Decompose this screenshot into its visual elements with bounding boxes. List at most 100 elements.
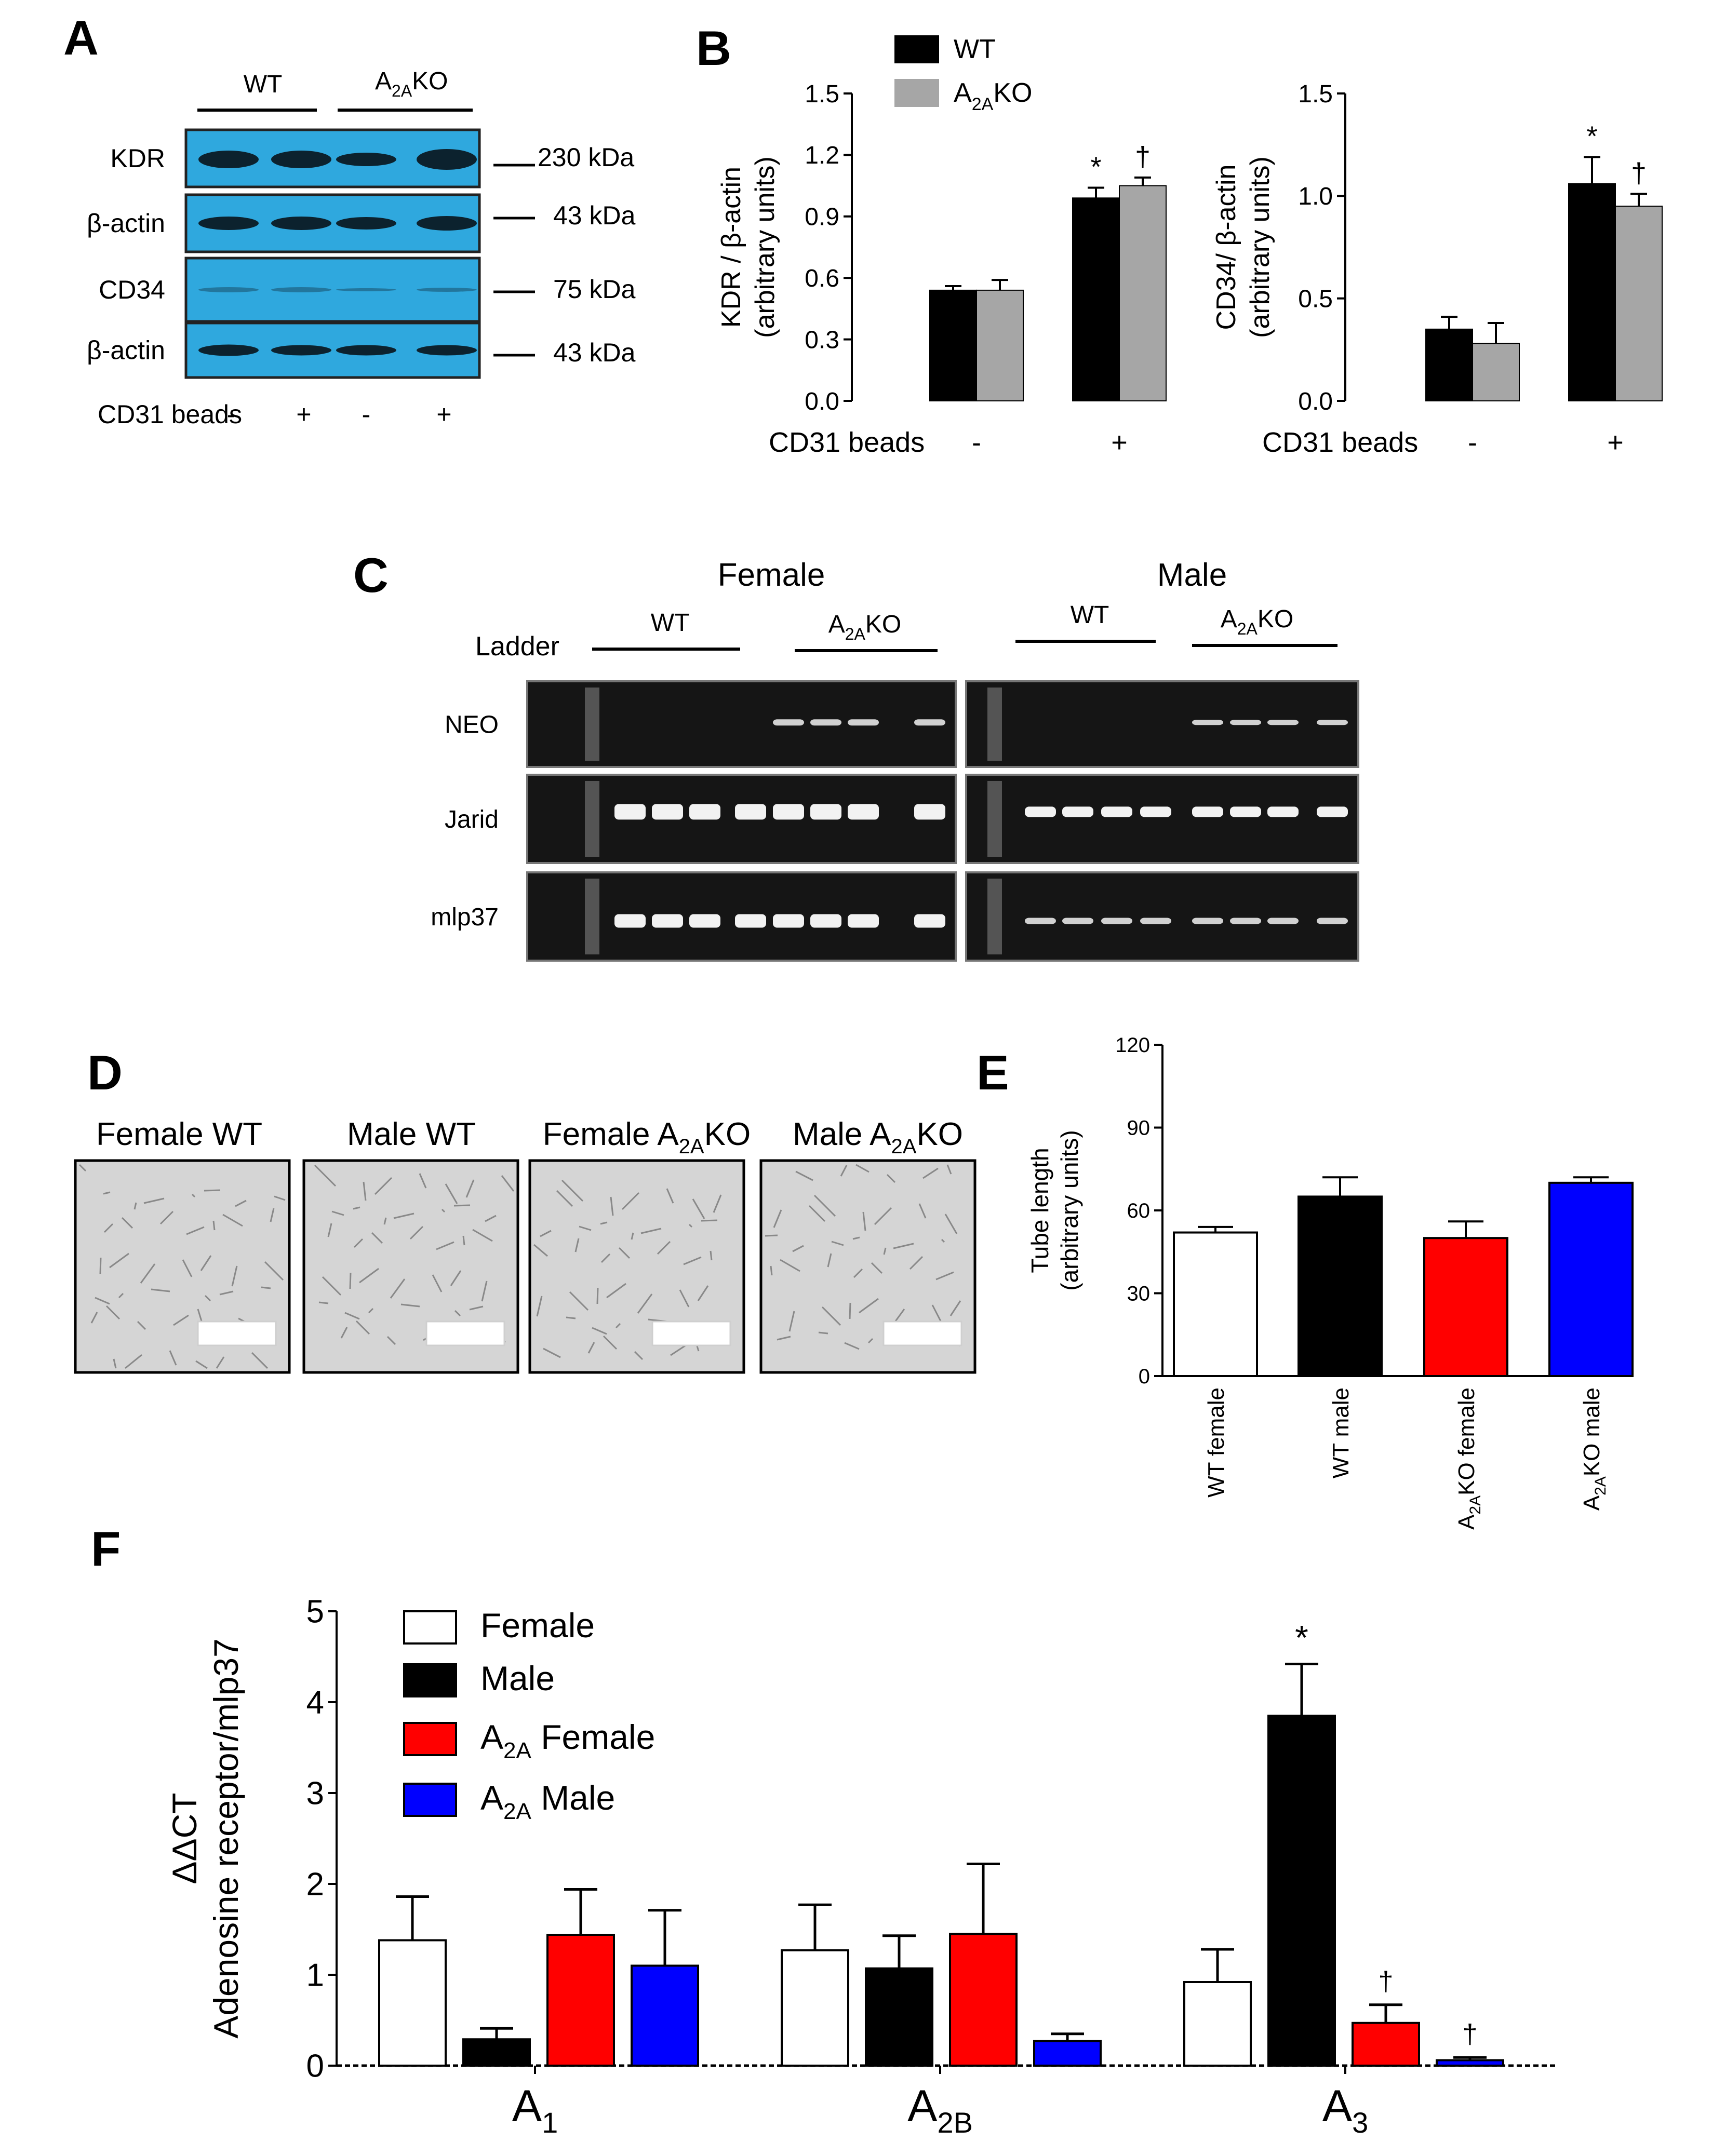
tube-segment [713,1194,722,1213]
tube-segment [501,1175,515,1192]
tube-segment [231,1265,238,1287]
tube-segment [121,1217,133,1229]
scale-bar [651,1320,731,1346]
gel-row-label-0: NEO [445,711,499,739]
blot-beads-signs: - + - + [227,400,452,429]
panel-b: B WT A2AKO 0.0 0.3 0.6 0.9 1.2 1.5 - * † + CD31 be… [696,21,1663,458]
gel-group-ko: A2AKO [828,611,902,643]
image-title-0: Female WT [96,1116,262,1152]
bar [1267,1715,1336,2067]
y-tick-label: 2 [306,1867,324,1903]
image-title-3: Male A2AKO [793,1116,963,1158]
legend-wt-label: WT [954,34,996,64]
tube-segment [606,1283,626,1299]
tube-segment [270,1208,275,1222]
tube-segment [450,1270,462,1286]
y-axis-title: ΔΔCT [165,1793,204,1884]
gel-band [810,914,841,928]
bar [1352,2022,1420,2067]
tube-segment [941,1238,945,1243]
pcr-gels: WT A2AKO WT A2AKO NEO Jarid mlp37 [431,601,1359,962]
tube-segment [533,1244,548,1257]
blot-band [271,287,331,292]
image-title-sub: 2A [679,1135,704,1158]
image-title-a: A [657,1116,679,1152]
gel-ladder-label: Ladder [475,631,559,662]
tube-segment [344,1312,360,1320]
x-category-prefix: A [1454,1514,1479,1530]
y-tick-label: 1 [306,1958,324,1993]
tube-segment [886,1174,896,1183]
gel-female-title: Female [718,557,825,593]
x-category-text: A [1322,2081,1353,2131]
y-tick-label: 0.9 [805,204,839,231]
gel-ladder [987,688,1002,761]
tube-segment [840,1165,848,1177]
tube-segment [251,1352,269,1369]
gel-band [848,719,879,726]
tube-segment [419,1173,427,1189]
tube-segment [621,1192,640,1210]
tube-segment [862,1211,866,1231]
legend-label-2: A2A Female [480,1718,655,1763]
y-tick-label: 3 [306,1776,324,1812]
tube-segment [318,1301,329,1304]
y-tick-label: 120 [1115,1034,1150,1057]
blot-band [336,288,396,291]
tube-segment [125,1354,142,1369]
bar [929,289,977,401]
tube-segment [922,1167,939,1179]
tube-segment [701,1219,718,1222]
tube-segment [871,1262,883,1274]
blot-band [198,344,259,356]
tube-segment [657,1241,671,1255]
tube-segment [859,1298,879,1314]
legend-text: Male [480,1659,555,1697]
tube-segment [409,1225,424,1240]
blot-beads-sign: + [296,400,311,429]
x-category-sub: 2A [1467,1495,1484,1515]
panel-d: D Female WT Male WT Female A2AKO Male A2AKO [74,1045,977,1374]
tube-segment [359,1268,379,1284]
tube-segment [140,1263,156,1284]
gel-group-wt: WT [1071,601,1109,629]
gel-ladder [987,879,1002,954]
blot-band [417,216,477,231]
gel-band [1230,918,1261,924]
blot-group-ko-text: KO [412,68,448,95]
x-category-prefix: A [1579,1495,1604,1511]
legend-prefix: A [480,1718,503,1756]
image-title-a: A [870,1116,891,1152]
tube-segment [615,1323,621,1329]
tube-segment [640,1228,662,1234]
y-tick-label: 90 [1127,1117,1151,1140]
blot-beads-sign: - [362,400,371,429]
tube-segment [710,1250,713,1261]
tube-segment [222,1214,243,1227]
blot-row-label-1: β-actin [87,209,165,238]
bar [1173,1231,1258,1378]
tube-segment [331,1210,344,1216]
bar [949,1933,1018,2067]
gel-ladder [585,781,599,857]
gel-panel [965,680,1359,768]
tube-segment [579,1225,592,1231]
x-axis-title: CD31 beads [1262,427,1418,458]
tube-segment [600,1253,611,1263]
tube-segment [159,1210,174,1225]
tube-segment [821,1306,841,1326]
gel-band [652,804,683,820]
panel-b-letter: B [696,21,731,75]
tube-segment [574,1238,580,1252]
y-axis-title-units: (arbitrary units) [750,156,780,338]
gel-ladder [585,879,599,954]
legend-label-3: A2A Male [480,1778,615,1824]
scale-bar [882,1320,962,1346]
blot-band [336,345,396,356]
tube-segment [867,1338,874,1344]
tube-segment [274,1195,286,1201]
tube-segment [99,1257,102,1274]
gel-group-ko-text: KO [1258,605,1293,633]
tube-segment [261,1286,271,1289]
